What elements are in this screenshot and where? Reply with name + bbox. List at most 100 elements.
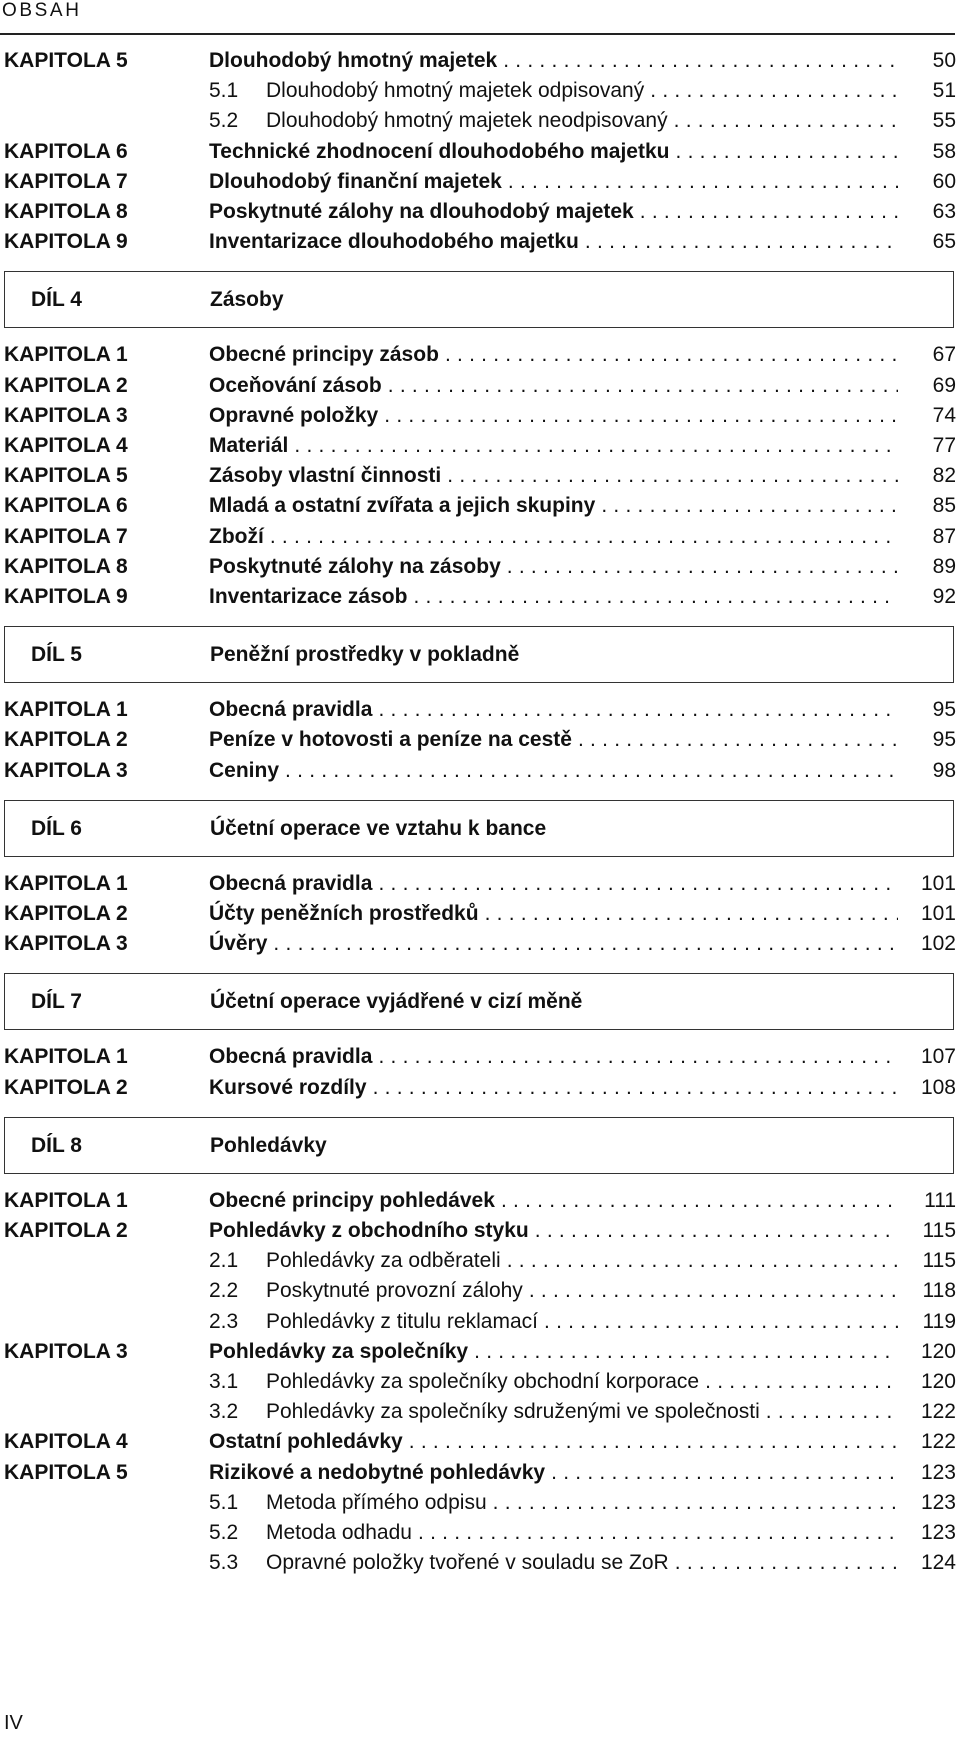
toc-heading: OBSAH [2,0,82,21]
page-number-ref: 108 [900,1073,956,1103]
chapter-label: KAPITOLA 2 [4,1076,128,1099]
chapter-label: KAPITOLA 6 [4,494,128,517]
part-title: Zásoby [210,288,284,312]
page-number-ref: 50 [900,46,956,76]
toc-chapter-row[interactable]: KAPITOLA 4 Materiál77 [0,431,960,461]
chapter-title: Mladá a ostatní zvířata a jejich skupiny [209,491,898,521]
page-number-ref: 119 [900,1307,956,1337]
page-number-ref: 101 [900,869,956,899]
subsection-number: 5.1 [209,79,239,102]
toc-chapter-row[interactable]: KAPITOLA 1 Obecné principy pohledávek111 [0,1186,960,1216]
chapter-label: KAPITOLA 1 [4,1045,128,1068]
subsection-title: Opravné položky tvořené v souladu se ZoR [266,1548,898,1578]
toc-subsection-row[interactable]: 3.1 Pohledávky za společníky obchodní kor… [0,1367,960,1397]
toc-subsection-row[interactable]: 5.1 Metoda přímého odpisu123 [0,1488,960,1518]
toc-chapter-row[interactable]: KAPITOLA 2 Peníze v hotovosti a peníze na… [0,725,960,755]
toc-chapter-row[interactable]: KAPITOLA 8 Poskytnuté zálohy na zásoby89 [0,552,960,582]
chapter-title: Rizikové a nedobytné pohledávky [209,1458,898,1488]
toc-chapter-row[interactable]: KAPITOLA 7 Dlouhodobý finanční majetek60 [0,167,960,197]
toc-subsection-row[interactable]: 5.1 Dlouhodobý hmotný majetek odpisovaný5… [0,76,960,106]
toc-subsection-row[interactable]: 5.2 Metoda odhadu123 [0,1518,960,1548]
toc-subsection-row[interactable]: 5.2 Dlouhodobý hmotný majetek neodpisovan… [0,106,960,136]
chapter-title: Účty peněžních prostředků [209,899,898,929]
toc-chapter-row[interactable]: KAPITOLA 2 Oceňování zásob69 [0,371,960,401]
part-title: Peněžní prostředky v pokladně [210,643,520,667]
toc-chapter-row[interactable]: KAPITOLA 4 Ostatní pohledávky122 [0,1427,960,1457]
part-label: DÍL 8 [31,1133,82,1157]
toc-chapter-row[interactable]: KAPITOLA 8 Poskytnuté zálohy na dlouhodob… [0,197,960,227]
chapter-title: Kursové rozdíly [209,1073,898,1103]
toc-chapter-row[interactable]: KAPITOLA 3 Opravné položky74 [0,401,960,431]
page-number-ref: 115 [900,1216,956,1246]
toc-subsection-row[interactable]: 2.1 Pohledávky za odběrateli115 [0,1246,960,1276]
page-number-ref: 51 [900,76,956,106]
chapter-label: KAPITOLA 3 [4,932,128,955]
subsection-number: 5.2 [209,1521,239,1544]
toc-chapter-row[interactable]: KAPITOLA 5 Dlouhodobý hmotný majetek50 [0,46,960,76]
page-number-ref: 122 [900,1397,956,1427]
page-number-ref: 107 [900,1042,956,1072]
chapter-title: Zboží [209,522,898,552]
toc-chapter-row[interactable]: KAPITOLA 2 Pohledávky z obchodního styku1… [0,1216,960,1246]
toc-subsection-row[interactable]: 5.3 Opravné položky tvořené v souladu se … [0,1548,960,1578]
chapter-title: Inventarizace dlouhodobého majetku [209,227,898,257]
chapter-title: Peníze v hotovosti a peníze na cestě [209,725,898,755]
toc-chapter-row[interactable]: KAPITOLA 1 Obecná pravidla101 [0,869,960,899]
toc-chapter-row[interactable]: KAPITOLA 2 Účty peněžních prostředků101 [0,899,960,929]
page-number-ref: 87 [900,522,956,552]
chapter-title: Ceniny [209,756,898,786]
chapter-title: Inventarizace zásob [209,582,898,612]
toc-chapter-row[interactable]: KAPITOLA 9 Inventarizace zásob92 [0,582,960,612]
chapter-title: Úvěry [209,929,898,959]
subsection-title: Pohledávky za společníky obchodní korpor… [266,1367,898,1397]
chapter-label: KAPITOLA 3 [4,404,128,427]
toc-chapter-row[interactable]: KAPITOLA 3 Úvěry102 [0,929,960,959]
chapter-label: KAPITOLA 6 [4,140,128,163]
chapter-label: KAPITOLA 7 [4,170,128,193]
page-number-ref: 111 [900,1186,956,1216]
page-number-ref: 101 [900,899,956,929]
toc-chapter-row[interactable]: KAPITOLA 2 Kursové rozdíly108 [0,1073,960,1103]
page-number-ref: 74 [900,401,956,431]
toc-chapter-row[interactable]: KAPITOLA 1 Obecná pravidla95 [0,695,960,725]
chapter-title: Dlouhodobý hmotný majetek [209,46,898,76]
toc-chapter-row[interactable]: KAPITOLA 5 Zásoby vlastní činnosti82 [0,461,960,491]
toc-subsection-row[interactable]: 3.2 Pohledávky za společníky sdruženými v… [0,1397,960,1427]
toc-subsection-row[interactable]: 2.3 Pohledávky z titulu reklamací119 [0,1307,960,1337]
chapter-title: Ostatní pohledávky [209,1427,898,1457]
part-heading: DÍL 5 Peněžní prostředky v pokladně [4,626,954,684]
toc-chapter-row[interactable]: KAPITOLA 9 Inventarizace dlouhodobého maj… [0,227,960,257]
toc-chapter-row[interactable]: KAPITOLA 6 Mladá a ostatní zvířata a jeji… [0,491,960,521]
page-number-ref: 118 [900,1276,956,1306]
subsection-number: 2.2 [209,1279,239,1302]
part-label: DÍL 5 [31,643,82,667]
toc-chapter-row[interactable]: KAPITOLA 7 Zboží87 [0,522,960,552]
toc-chapter-row[interactable]: KAPITOLA 5 Rizikové a nedobytné pohledávk… [0,1458,960,1488]
chapter-label: KAPITOLA 2 [4,902,128,925]
toc-chapter-row[interactable]: KAPITOLA 6 Technické zhodnocení dlouhodob… [0,137,960,167]
toc-chapter-row[interactable]: KAPITOLA 1 Obecné principy zásob67 [0,340,960,370]
subsection-number: 5.3 [209,1551,239,1574]
chapter-title: Obecná pravidla [209,869,898,899]
chapter-label: KAPITOLA 8 [4,555,128,578]
chapter-title: Obecná pravidla [209,1042,898,1072]
toc-chapter-row[interactable]: KAPITOLA 1 Obecná pravidla107 [0,1042,960,1072]
chapter-label: KAPITOLA 2 [4,1219,128,1242]
subsection-title: Pohledávky za odběrateli [266,1246,898,1276]
toc-chapter-row[interactable]: KAPITOLA 3 Pohledávky za společníky120 [0,1337,960,1367]
chapter-label: KAPITOLA 5 [4,1461,128,1484]
chapter-title: Poskytnuté zálohy na zásoby [209,552,898,582]
chapter-label: KAPITOLA 5 [4,464,128,487]
page-number-ref: 95 [900,695,956,725]
part-heading: DÍL 6 Účetní operace ve vztahu k bance [4,799,954,857]
page-number-ref: 58 [900,137,956,167]
chapter-title: Obecná pravidla [209,695,898,725]
chapter-label: KAPITOLA 3 [4,1340,128,1363]
chapter-label: KAPITOLA 1 [4,343,128,366]
page-number-ref: 82 [900,461,956,491]
subsection-number: 3.2 [209,1400,239,1423]
toc-subsection-row[interactable]: 2.2 Poskytnuté provozní zálohy118 [0,1276,960,1306]
toc-chapter-row[interactable]: KAPITOLA 3 Ceniny98 [0,756,960,786]
page-number-ref: 77 [900,431,956,461]
page-number-ref: 123 [900,1518,956,1548]
